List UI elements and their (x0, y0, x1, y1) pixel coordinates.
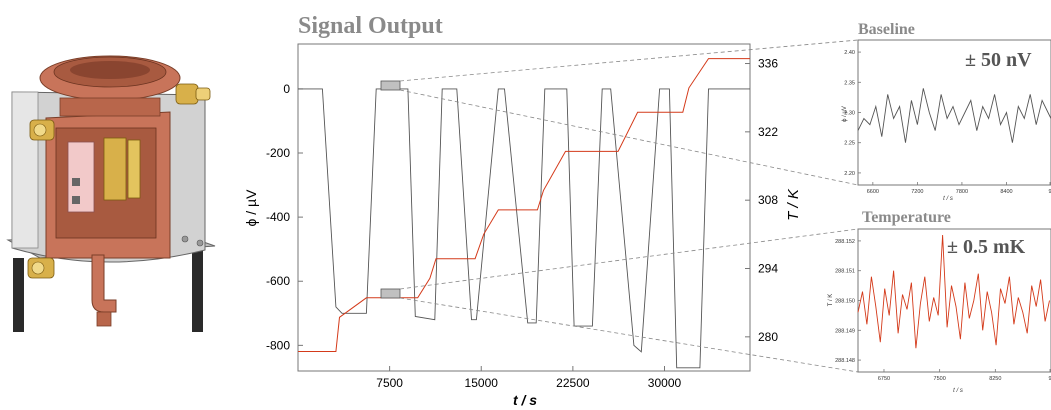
baseline-selection-marker (380, 80, 401, 91)
apparatus-neck (59, 97, 161, 117)
main-ytick-right-label: 322 (758, 125, 778, 139)
inset-xtick-label: 9 (1048, 189, 1051, 195)
main-xlabel: t / s (513, 392, 537, 408)
main-chart: 7500 15000 22500 30000 0 -200 -400 -600 -800 33… (243, 43, 802, 408)
apparatus-sample-cell (67, 141, 95, 213)
main-ytick-right-label: 308 (758, 193, 778, 207)
temperature-ylabel: T / K (828, 294, 834, 307)
apparatus-pipe-end (96, 311, 112, 327)
apparatus-brass-fitting-left (29, 119, 55, 141)
apparatus-bolt (181, 235, 189, 243)
inset-ytick-label: 2.40 (844, 50, 855, 56)
inset-xtick-label: 6600 (867, 189, 879, 195)
inset-ytick-label: 2.35 (844, 80, 855, 86)
temperature-series-line (298, 58, 750, 352)
main-xtick-label: 22500 (556, 376, 590, 390)
main-plot-frame (297, 43, 751, 372)
temperature-annotation: ± 0.5 mK (947, 236, 1026, 258)
temperature-panel: Temperature 6750 7500 8250 9 288.152 288.151 2… (828, 209, 1051, 394)
apparatus-shell-highlight (11, 91, 39, 249)
main-ytick-right-label: 280 (758, 330, 778, 344)
inset-ytick-label: 288.151 (835, 269, 855, 275)
apparatus-brass-fitting-bottom-left (27, 257, 55, 279)
main-xtick-label: 7500 (376, 376, 403, 390)
apparatus-connector (72, 178, 80, 186)
inset-xtick-label: 8400 (1000, 189, 1012, 195)
temperature-xlabel: t / s (953, 388, 963, 394)
inset-ytick-label: 288.148 (835, 358, 855, 364)
main-ytick-left-label: 0 (283, 82, 290, 96)
zoom-connector-lines (399, 39, 859, 373)
apparatus-brass-cell (127, 139, 141, 199)
apparatus-bolt (196, 239, 204, 247)
inset-xtick-label: 7500 (934, 376, 946, 382)
apparatus-brass-cell (103, 137, 127, 201)
inset-ytick-label: 288.150 (835, 299, 855, 305)
inset-xtick-label: 7800 (956, 189, 968, 195)
baseline-title: Baseline (858, 21, 915, 38)
baseline-plot-frame (857, 39, 1051, 186)
main-chart-title: Signal Output (298, 13, 443, 39)
main-ytick-right-label: 336 (758, 57, 778, 71)
baseline-xlabel: t / s (943, 196, 953, 202)
inset-xtick-label: 6750 (878, 376, 890, 382)
signal-series-line (298, 88, 750, 369)
baseline-panel: Baseline 6600 7200 7800 8400 9 2.40 2.35 2.30 2.… (842, 21, 1051, 202)
inset-xtick-label: 9 (1048, 376, 1051, 382)
main-ytick-left-label: -600 (266, 274, 290, 288)
main-ytick-right-label: 294 (758, 262, 778, 276)
temperature-title: Temperature (862, 209, 951, 226)
inset-ytick-label: 2.30 (844, 111, 855, 117)
inset-ytick-label: 2.25 (844, 141, 855, 147)
main-ylabel-left: ϕ / µV (243, 189, 259, 227)
apparatus-leg (192, 245, 203, 332)
inset-ytick-label: 288.152 (835, 239, 855, 245)
apparatus-leg (13, 258, 24, 332)
main-ytick-left-label: -400 (266, 210, 290, 224)
baseline-annotation: ± 50 nV (965, 49, 1032, 71)
inset-ytick-label: 2.20 (844, 171, 855, 177)
baseline-signal-line (857, 88, 1051, 143)
inset-xtick-label: 7200 (911, 189, 923, 195)
inset-ytick-label: 288.149 (835, 328, 855, 334)
baseline-ylabel: ϕ / µV (842, 106, 848, 122)
temperature-selection-marker (380, 288, 401, 299)
inset-xtick-label: 8250 (989, 376, 1001, 382)
apparatus-top-recess (70, 61, 150, 79)
main-ylabel-right: T / K (785, 188, 802, 221)
apparatus-connector (72, 196, 80, 204)
apparatus-outlet-pipe (91, 254, 117, 313)
calorimeter-illustration (6, 55, 216, 332)
main-ytick-left-label: -200 (266, 146, 290, 160)
temperature-signal-line (857, 234, 1050, 349)
apparatus-brass-fitting-top-right (175, 83, 211, 105)
main-xtick-label: 30000 (648, 376, 682, 390)
main-ytick-left-label: -800 (266, 338, 290, 352)
main-xtick-label: 15000 (465, 376, 499, 390)
